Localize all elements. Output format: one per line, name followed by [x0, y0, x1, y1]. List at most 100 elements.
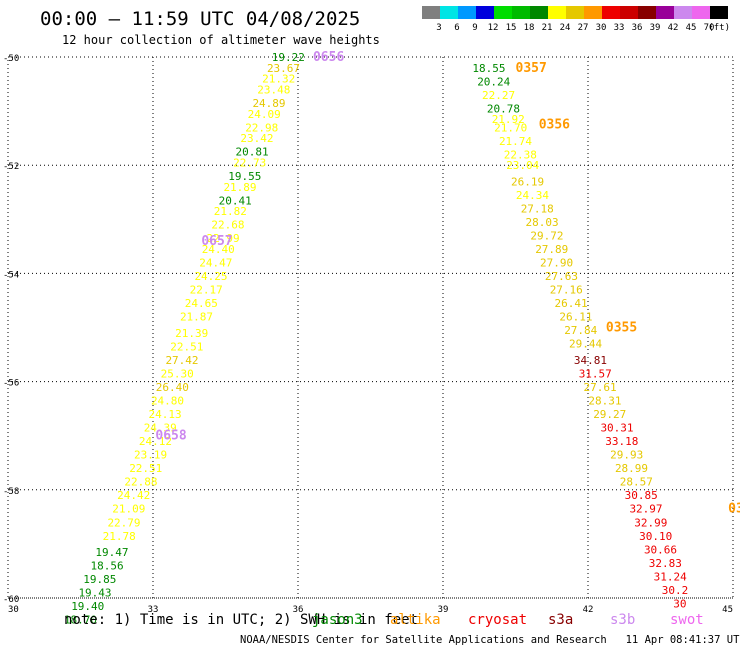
- data-point-label: 27.16: [550, 284, 583, 297]
- legend-label: 21: [542, 23, 553, 33]
- data-point-label: 30: [673, 597, 686, 610]
- data-point-label: 30.10: [639, 530, 672, 543]
- data-point-label: 30.2: [662, 584, 689, 597]
- pass-label: 0658: [155, 429, 186, 444]
- data-point-label: 22.51: [129, 462, 162, 475]
- data-point-label: 20.24: [477, 75, 510, 88]
- data-point-label: 21.39: [175, 327, 208, 340]
- data-point-label: 21.87: [180, 311, 213, 324]
- data-point-label: 26.19: [511, 175, 544, 188]
- data-point-label: 28.57: [620, 476, 653, 489]
- data-point-label: 18.56: [91, 560, 124, 573]
- data-point-label: 23.42: [240, 132, 273, 145]
- x-tick-label: 39: [438, 605, 449, 615]
- legend-label: 12: [488, 23, 499, 33]
- legend-swatch: [638, 6, 656, 19]
- legend-swatch: [458, 6, 476, 19]
- data-point-label: 26.40: [156, 381, 189, 394]
- pass-label: 0356: [539, 118, 570, 133]
- data-point-label: 19.40: [71, 600, 104, 613]
- legend-label: 36: [632, 23, 643, 33]
- data-point-label: 22.79: [107, 516, 140, 529]
- data-point-label: 20.78: [487, 102, 520, 115]
- data-point-label: 24.42: [117, 489, 150, 502]
- legend-swatch: [566, 6, 584, 19]
- legend-label: 27: [578, 23, 589, 33]
- legend-swatch: [620, 6, 638, 19]
- data-point-label: 24.25: [194, 270, 227, 283]
- data-point-label: 23.19: [134, 449, 167, 462]
- legend-swatch: [584, 6, 602, 19]
- data-point-label: 21.82: [214, 205, 247, 218]
- data-point-label: 27.18: [521, 202, 554, 215]
- data-point-label: 24.13: [149, 408, 182, 421]
- data-point-label: 18.55: [472, 62, 505, 75]
- chart-title: 00:00 – 11:59 UTC 04/08/2025: [40, 8, 361, 30]
- footer-note: note: 1) Time is in UTC; 2) SWH is in fe…: [64, 612, 419, 628]
- data-point-label: 26.41: [555, 297, 588, 310]
- data-point-label: 34.81: [574, 354, 607, 367]
- satellite-name: swot: [670, 612, 704, 628]
- data-point-label: 29.93: [610, 449, 643, 462]
- data-point-label: 21.92: [492, 113, 525, 126]
- data-point-label: 25.30: [161, 367, 194, 380]
- data-point-label: 20.41: [219, 194, 252, 207]
- data-point-label: 29.27: [593, 408, 626, 421]
- legend-swatch: [494, 6, 512, 19]
- x-tick-label: 45: [722, 605, 733, 615]
- data-point-label: 22.38: [504, 148, 537, 161]
- x-tick-label: 42: [583, 605, 594, 615]
- satellite-name: jason3: [312, 612, 363, 628]
- legend-label: 33: [614, 23, 625, 33]
- data-point-label: 23.67: [267, 62, 300, 75]
- data-point-label: 18.70: [64, 614, 97, 627]
- data-point-label: 32.99: [634, 516, 667, 529]
- data-point-label: 19.22: [272, 51, 305, 64]
- pass-label: 0357: [516, 61, 547, 76]
- data-point-label: 27.63: [545, 270, 578, 283]
- legend-label: 42: [668, 23, 679, 33]
- data-point-label: 24.65: [185, 297, 218, 310]
- data-point-label: 27.90: [540, 257, 573, 270]
- y-tick-label: -58: [3, 487, 19, 497]
- legend-swatch: [710, 6, 728, 19]
- legend-swatch: [476, 6, 494, 19]
- y-tick-label: -52: [3, 162, 19, 172]
- data-point-label: 33.18: [605, 435, 638, 448]
- legend-label: 9: [472, 23, 477, 33]
- legend-label: 3: [436, 23, 441, 33]
- pass-label: 035: [728, 502, 740, 517]
- satellite-name: s3a: [548, 612, 574, 628]
- data-point-label: 27.89: [535, 243, 568, 256]
- legend-label: 15: [506, 23, 517, 33]
- pass-label: 0656: [313, 50, 344, 65]
- data-point-label: 26.11: [559, 311, 592, 324]
- data-point-label: 22.98: [245, 121, 278, 134]
- legend-swatch: [530, 6, 548, 19]
- data-point-label: 21.78: [103, 530, 136, 543]
- data-point-label: 27.42: [165, 354, 198, 367]
- data-point-label: 21.32: [262, 73, 295, 86]
- data-point-label: 21.89: [223, 181, 256, 194]
- data-point-label: 24.80: [151, 395, 184, 408]
- data-point-label: 22.17: [190, 284, 223, 297]
- pass-label: 0355: [606, 321, 637, 336]
- data-point-label: 19.47: [95, 546, 128, 559]
- legend-swatch: [440, 6, 458, 19]
- data-point-label: 31.24: [654, 570, 687, 583]
- legend-swatch: [512, 6, 530, 19]
- satellite-name: cryosat: [468, 612, 528, 628]
- data-point-label: 24.34: [516, 189, 549, 202]
- data-point-label: 21.74: [499, 135, 532, 148]
- data-point-label: 19.85: [83, 573, 116, 586]
- data-point-label: 21.70: [494, 121, 527, 134]
- chart-subtitle: 12 hour collection of altimeter wave hei…: [62, 33, 380, 47]
- data-point-label: 22.68: [211, 219, 244, 232]
- y-tick-label: -50: [3, 54, 19, 64]
- data-point-label: 23.48: [257, 83, 290, 96]
- legend-label: 18: [524, 23, 535, 33]
- data-point-label: 20.81: [236, 146, 269, 159]
- data-point-label: 24.40: [202, 243, 235, 256]
- data-point-label: 28.03: [526, 216, 559, 229]
